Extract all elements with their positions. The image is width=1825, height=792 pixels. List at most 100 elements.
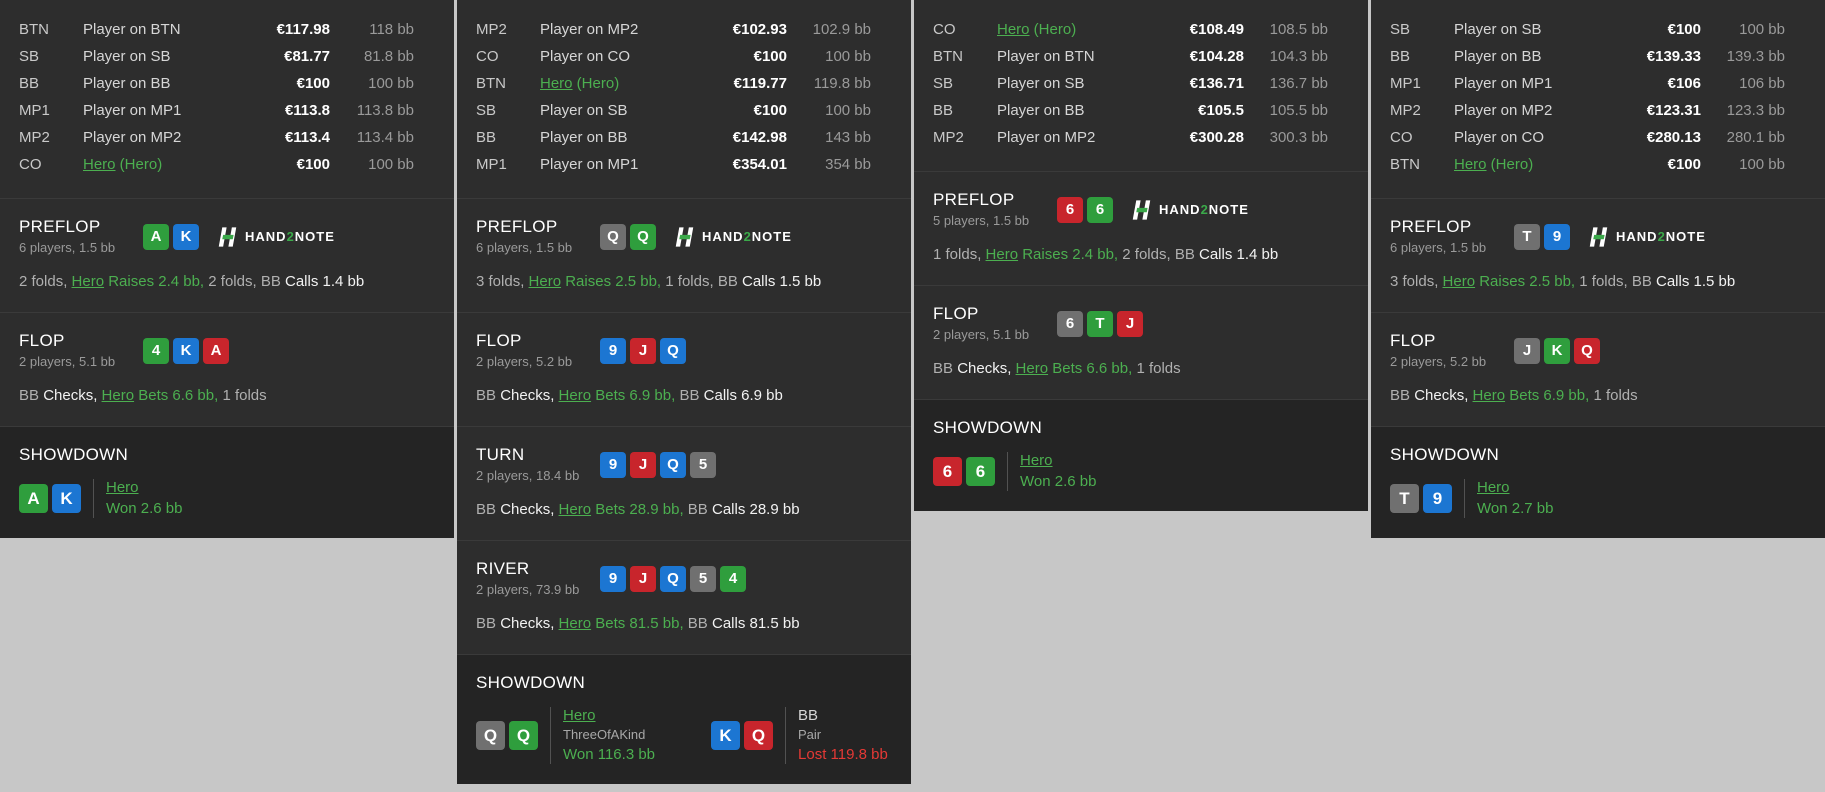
text-segment: Player on SB [83,48,171,65]
hero-link[interactable]: Hero [1477,479,1510,496]
wordmark-digit: 2 [286,229,295,244]
card-q: Q [600,223,626,250]
hero-link[interactable]: Hero [1454,156,1487,173]
street-preflop: PREFLOP 6 players, 1.5 bb A K HAND2NOTE 2 fol… [0,198,454,312]
hero-link[interactable]: Hero [558,387,592,404]
stack-bb: 104.3 bb [1269,48,1328,65]
street-title: FLOP [1390,331,1436,350]
hero-link[interactable]: Hero [71,273,105,290]
text-segment: BB [1631,273,1656,290]
hero-link[interactable]: Hero [997,21,1030,38]
hero-link[interactable]: Hero [1442,273,1476,290]
hand-rank-label: ThreeOfAKind [563,727,646,742]
text-segment: 2 folds, [1122,246,1175,263]
hand2note-logo: HAND2NOTE [1131,199,1249,220]
player-name: Player on BTN [997,48,1190,65]
player-name: Player on MP2 [83,129,285,146]
stack-bb: 119.8 bb [813,75,871,92]
hero-link[interactable]: Hero [540,75,573,92]
hero-link[interactable]: Hero [558,615,592,632]
stack-bb: 100 bb [825,102,871,119]
text-segment: Calls 1.4 bb [1199,246,1279,263]
player-name: Player on MP2 [540,21,733,38]
text-segment: BB [1390,387,1415,404]
stack-euro: €280.13 [1646,129,1701,146]
hero-link[interactable]: Hero [1015,360,1049,377]
hero-link[interactable]: Hero [563,707,596,724]
hero-link[interactable]: Hero [1020,452,1053,469]
card-9: 9 [600,565,626,592]
action-line: BB Checks, Hero Bets 6.9 bb, BB Calls 6.… [476,386,892,406]
player-row: MP2 Player on MP2 €123.31 123.3 bb [1371,97,1825,124]
showdown-amount: Won 2.7 bb [1477,500,1554,517]
player-row: BTN Player on BTN €117.98 118 bb [0,16,454,43]
text-segment: Player on SB [1454,21,1542,38]
player-name: Hero (Hero) [1454,156,1668,173]
stack-bb: 105.5 bb [1269,102,1328,119]
text-segment: Bets 28.9 bb, [591,501,688,518]
hero-link[interactable]: Hero [1472,387,1506,404]
hand-history-panel-1[interactable]: BTN Player on BTN €117.98 118 bb SB Player on… [0,0,454,538]
hero-link[interactable]: Hero [528,273,562,290]
text-segment: BB [717,273,742,290]
showdown-result: 6 6 Hero Won 2.6 bb [933,452,1096,491]
street-subtitle: 2 players, 5.1 bb [19,354,116,369]
street-title: PREFLOP [19,217,101,236]
showdown-amount: Won 2.6 bb [1020,473,1097,490]
showdown-player: Hero [563,707,655,725]
street-subtitle: 2 players, 73.9 bb [476,582,580,597]
hand-history-panel-2[interactable]: MP2 Player on MP2 €102.93 102.9 bb CO Player … [457,0,911,784]
stack-bb: 354 bb [825,156,871,173]
position-label: CO [19,156,42,173]
hero-link[interactable]: Hero [985,246,1019,263]
card-j: J [630,565,656,592]
stack-bb: 100 bb [368,156,414,173]
divider [1464,479,1465,518]
stack-euro: €300.28 [1189,129,1244,146]
hand-history-panel-4[interactable]: SB Player on SB €100 100 bb BB Player on BB €1… [1371,0,1825,538]
player-name: Player on MP1 [1454,75,1668,92]
hero-link[interactable]: Hero [106,479,139,496]
showdown-player: Hero [1477,479,1553,497]
text-segment: 1 folds, [665,273,718,290]
player-row: BTN Hero (Hero) €119.77 119.8 bb [457,70,911,97]
showdown-amount: Lost 119.8 bb [798,746,888,763]
street-header: PREFLOP 6 players, 1.5 bb Q Q HAND2NOTE [476,217,892,256]
hand2note-wordmark: HAND2NOTE [245,229,335,244]
street-showdown: SHOWDOWN 6 6 Hero Won 2.6 bb [914,399,1368,511]
card-k: K [52,484,81,513]
stack-euro: €100 [1667,21,1701,38]
text-segment: (Hero) [1486,156,1534,173]
player-row: MP2 Player on MP2 €113.4 113.4 bb [0,124,454,151]
divider [785,707,787,764]
player-name: Player on MP2 [997,129,1190,146]
hero-link[interactable]: Hero [101,387,135,404]
position-label: MP2 [933,129,964,146]
text-segment: Checks, [957,360,1016,377]
showdown-result: A K Hero Won 2.6 bb [19,479,182,518]
text-segment: Raises 2.4 bb, [104,273,209,290]
card-j: J [630,337,656,364]
showdown-results: 6 6 Hero Won 2.6 bb [933,452,1349,491]
text-segment: Calls 1.5 bb [742,273,822,290]
hero-link[interactable]: Hero [558,501,592,518]
hand2note-logo-icon [217,226,238,247]
action-line: 3 folds, Hero Raises 2.5 bb, 1 folds, BB… [1390,272,1806,292]
text-segment: Checks, [43,387,102,404]
hand-history-panel-3[interactable]: CO Hero (Hero) €108.49 108.5 bb BTN Player on… [914,0,1368,511]
text-segment: BB [19,387,44,404]
showdown-result: K Q BB Pair Lost 119.8 bb [711,707,888,764]
divider [1007,452,1008,491]
player-list: SB Player on SB €100 100 bb BB Player on BB €1… [1371,0,1825,198]
text-segment: Player on SB [540,102,628,119]
player-row: BB Player on BB €105.5 105.5 bb [914,97,1368,124]
hero-link[interactable]: Hero [83,156,116,173]
street-showdown: SHOWDOWN Q Q Hero ThreeOfAKind Won 116.3 bb K Q… [457,654,911,784]
street-flop: FLOP 2 players, 5.2 bb J K Q BB Checks, Hero … [1371,312,1825,426]
street-header: FLOP 2 players, 5.2 bb 9 J Q [476,331,892,370]
card-j: J [1514,337,1540,364]
wordmark-left: HAND [702,229,744,244]
street-preflop: PREFLOP 5 players, 1.5 bb 6 6 HAND2NOTE 1 fol… [914,171,1368,285]
